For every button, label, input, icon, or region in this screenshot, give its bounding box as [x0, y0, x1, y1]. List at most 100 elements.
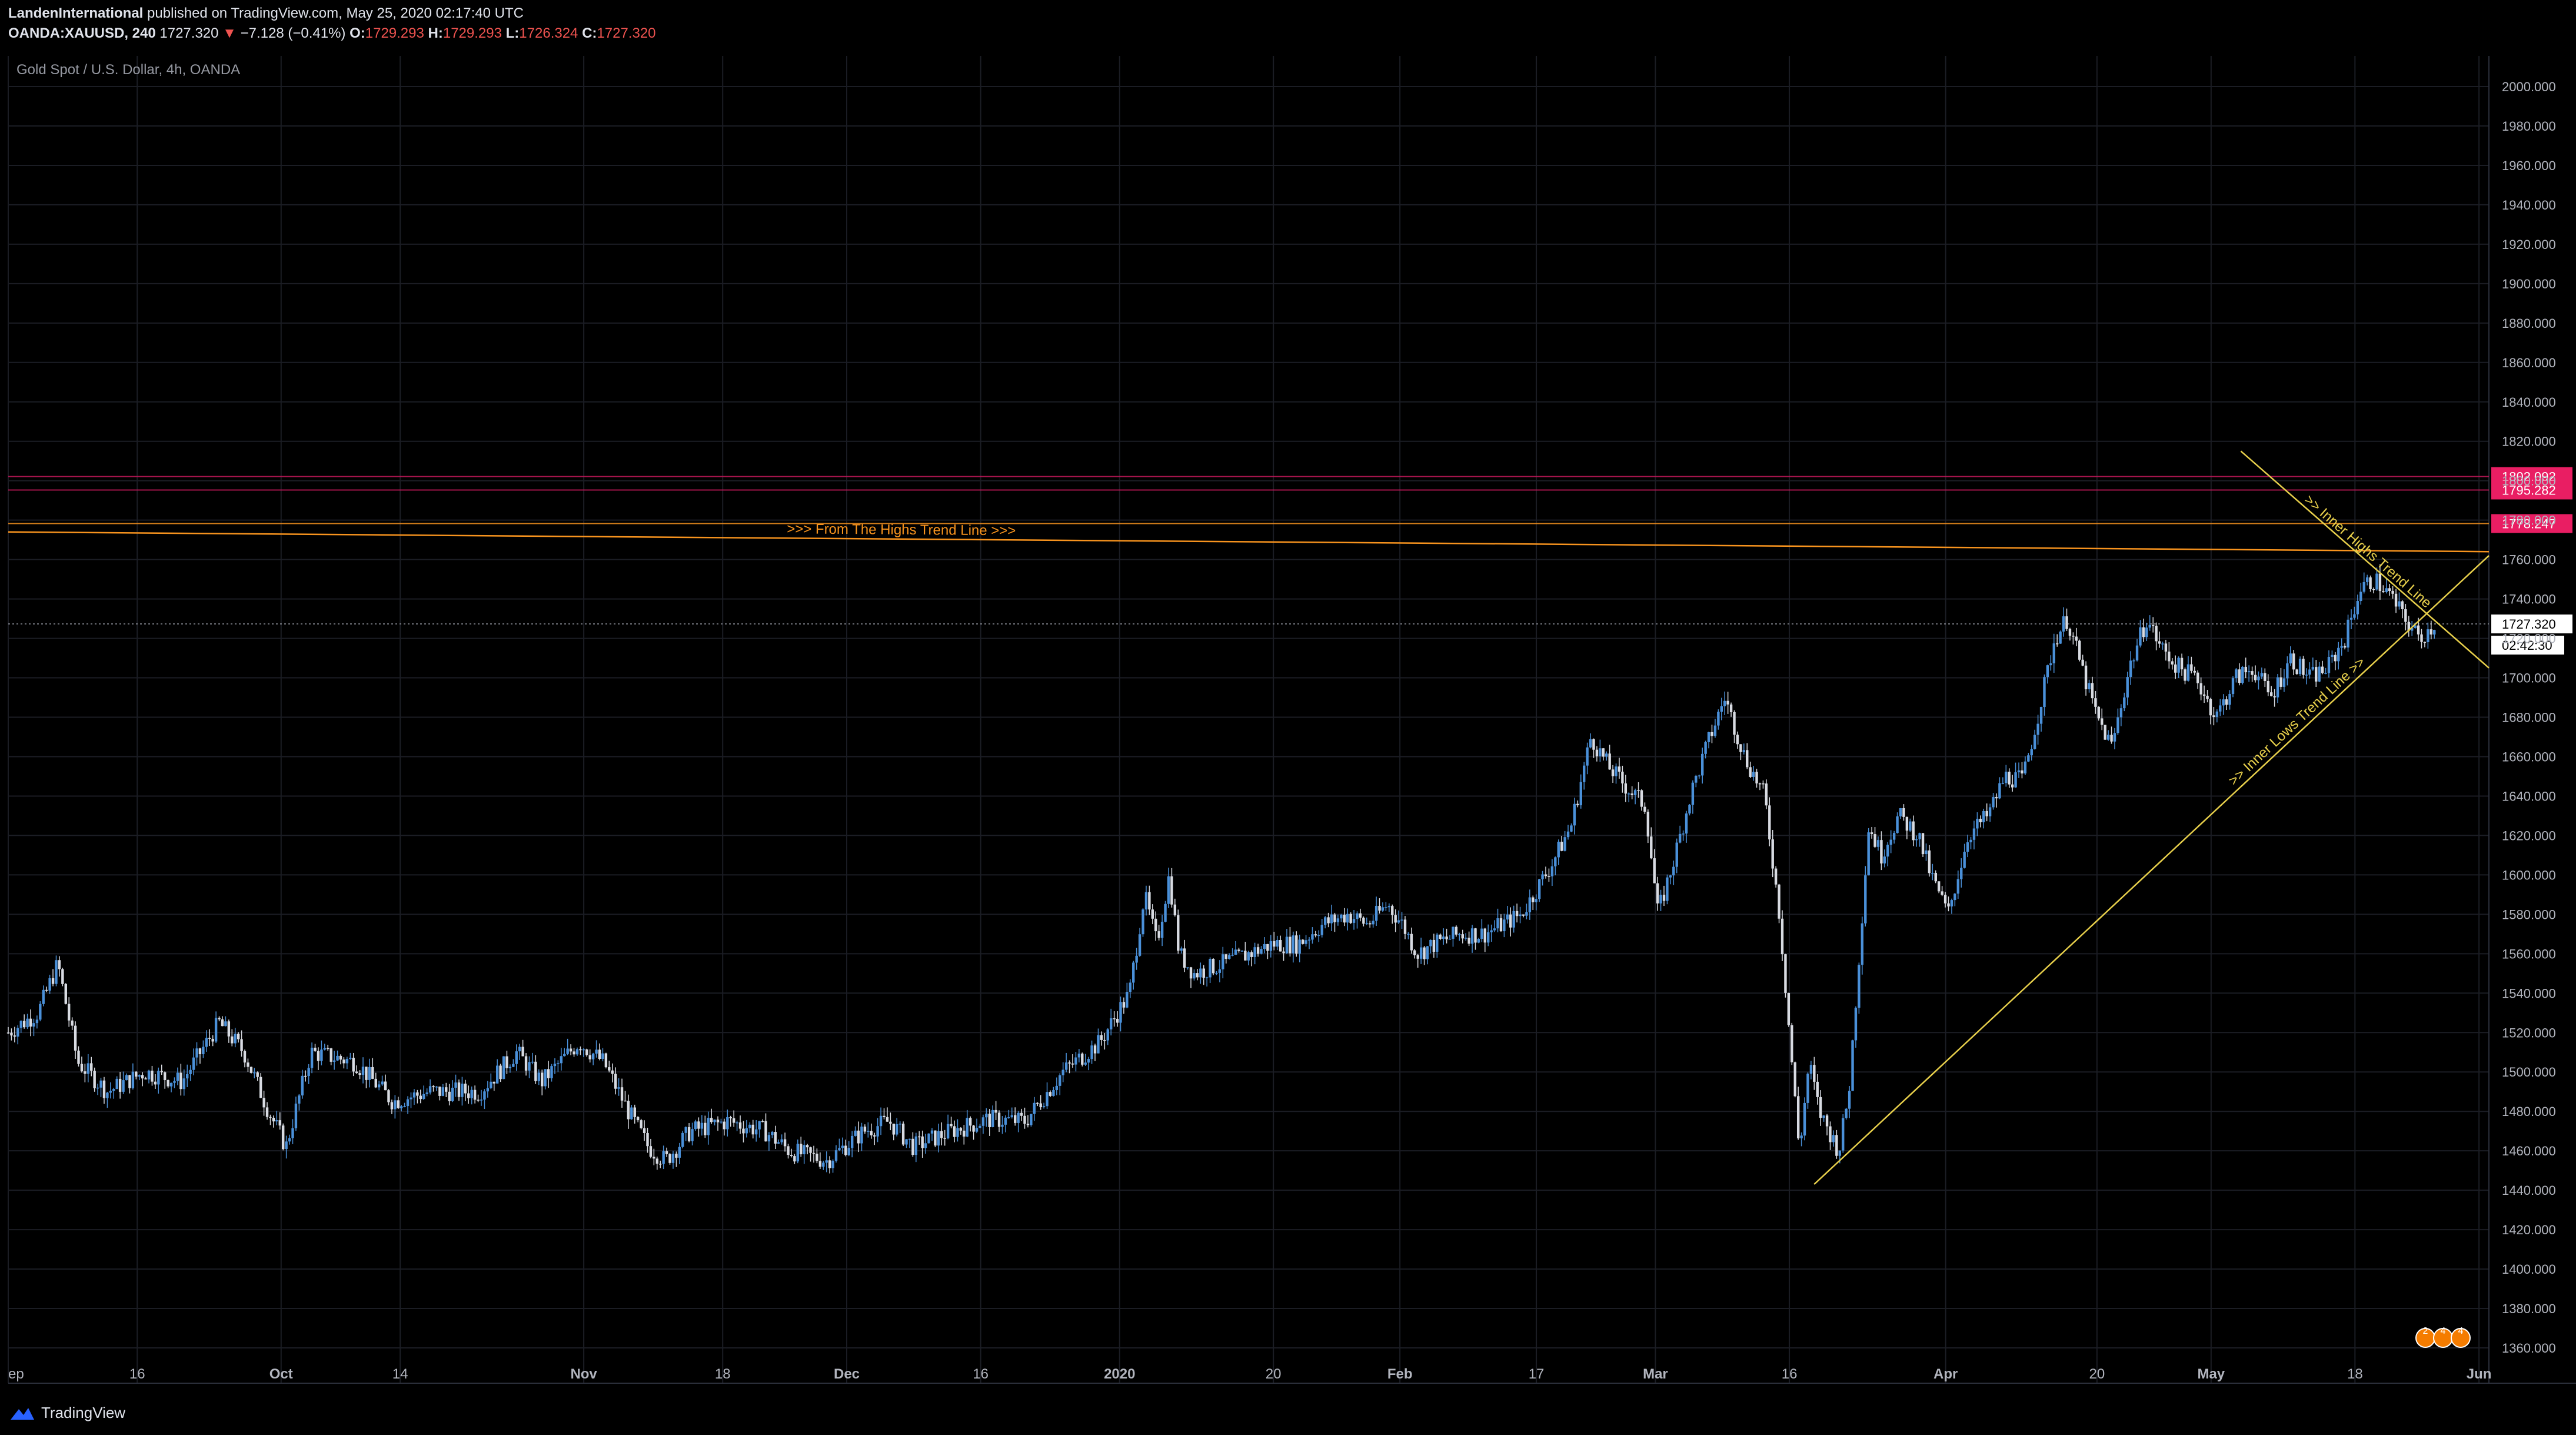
author-name[interactable]: LandenInternational	[8, 5, 144, 21]
candle-body	[550, 1066, 553, 1078]
candle-body	[818, 1161, 822, 1167]
candle-body	[640, 1120, 643, 1128]
candle-body	[457, 1082, 461, 1097]
candle-body	[2279, 677, 2282, 687]
candle-body	[2324, 673, 2327, 674]
candle-body	[275, 1120, 278, 1122]
candle-body	[812, 1152, 816, 1154]
candle-body	[2145, 627, 2148, 637]
candle-body	[1630, 793, 1633, 795]
candle-body	[1876, 840, 1880, 847]
x-tick-label: Feb	[1387, 1366, 1413, 1382]
candle-body	[668, 1154, 671, 1163]
candle-body	[700, 1122, 704, 1129]
candle-body	[1253, 947, 1256, 957]
candle-body	[1212, 959, 1215, 974]
y-tick-label: 1660.000	[2502, 749, 2556, 764]
candle-body	[1969, 839, 1972, 843]
candle-body	[451, 1087, 454, 1101]
candle-body	[1314, 934, 1317, 936]
candle-body	[1925, 850, 1928, 855]
candle-body	[1592, 739, 1595, 750]
candle-body	[1439, 934, 1442, 939]
candle-body	[336, 1055, 339, 1061]
candle-body	[1467, 938, 1470, 944]
candle-body	[793, 1156, 796, 1162]
candle-body	[371, 1067, 374, 1079]
candle-body	[214, 1018, 218, 1042]
candle-body	[1717, 712, 1720, 726]
candle-body	[2059, 632, 2062, 644]
candle-body	[1943, 895, 1947, 903]
candle-body	[1938, 881, 1941, 892]
candle-body	[1563, 837, 1566, 851]
candle-body	[167, 1080, 169, 1087]
candle-body	[1723, 700, 1726, 706]
candle-body	[1633, 790, 1637, 795]
candle-body	[2433, 630, 2436, 635]
candle-body	[1854, 1008, 1858, 1041]
candle-body	[2005, 772, 2008, 783]
candle-body	[1084, 1062, 1087, 1065]
candle-body	[1429, 939, 1432, 946]
candle-body	[1189, 967, 1193, 979]
candle-body	[745, 1128, 748, 1134]
candle-body	[671, 1154, 675, 1163]
candle-body	[1413, 950, 1416, 955]
candle-body	[384, 1081, 387, 1091]
candle-body	[617, 1087, 620, 1089]
candle-body	[106, 1092, 109, 1098]
candle-body	[1880, 840, 1883, 863]
candle-body	[1515, 911, 1519, 916]
candle-body	[774, 1132, 777, 1144]
candle-body	[1870, 832, 1873, 835]
candle-body	[735, 1122, 738, 1124]
candle-body	[1873, 834, 1876, 847]
candle-body	[1403, 919, 1407, 934]
y-tick-label: 1440.000	[2502, 1183, 2556, 1198]
candle-body	[2036, 723, 2039, 735]
candle-body	[205, 1038, 208, 1047]
candle-body	[1490, 930, 1493, 932]
candle-body	[1519, 914, 1522, 916]
tradingview-logo[interactable]: TradingView	[8, 1404, 125, 1422]
candle-body	[202, 1047, 205, 1054]
candle-body	[934, 1130, 937, 1146]
candle-body	[1228, 955, 1231, 959]
y-tick-label: 1740.000	[2502, 592, 2556, 607]
candle-body	[2106, 735, 2110, 740]
candle-body	[2139, 627, 2142, 646]
candle-body	[1004, 1117, 1007, 1125]
candle-body	[738, 1122, 742, 1129]
candle-body	[39, 1004, 42, 1020]
candle-body	[58, 960, 61, 969]
candle-body	[2081, 659, 2084, 666]
candle-body	[2267, 680, 2269, 693]
candle-body	[486, 1088, 490, 1092]
candle-body	[710, 1118, 713, 1122]
candle-body	[304, 1075, 307, 1077]
symbol-label[interactable]: OANDA:XAUUSD, 240	[8, 25, 156, 41]
candle-body	[48, 978, 51, 991]
candle-body	[1237, 949, 1240, 951]
candle-body	[349, 1058, 352, 1059]
candle-body	[317, 1051, 320, 1061]
candle-body	[956, 1128, 959, 1137]
candle-body	[716, 1120, 720, 1122]
y-tick-label: 1880.000	[2502, 316, 2556, 331]
candle-body	[2382, 591, 2385, 592]
candle-body	[2123, 697, 2126, 709]
candle-body	[234, 1034, 237, 1044]
candle-body	[1397, 920, 1400, 923]
x-tick-label: ep	[8, 1366, 24, 1382]
candle-body	[1234, 949, 1237, 955]
candle-body	[1509, 914, 1512, 928]
candle-body	[1729, 704, 1733, 712]
candle-body	[2356, 601, 2359, 614]
candle-body	[1899, 808, 1902, 817]
candle-body	[518, 1047, 521, 1052]
candle-body	[876, 1126, 879, 1137]
candle-body	[684, 1127, 687, 1133]
candle-body	[2254, 675, 2257, 680]
